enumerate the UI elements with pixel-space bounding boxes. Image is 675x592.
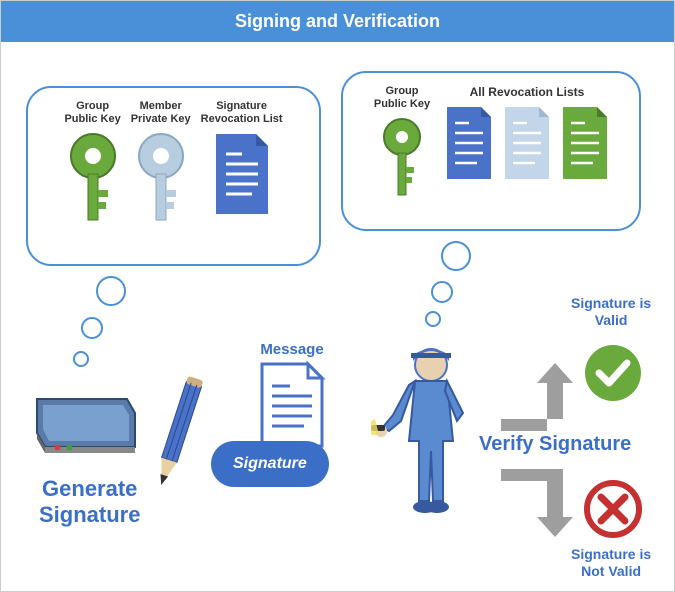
document-icon <box>501 103 553 183</box>
document-icon <box>559 103 611 183</box>
key-icon <box>67 130 119 230</box>
group-public-key-col: Group Public Key <box>64 100 120 230</box>
thought-dot-icon <box>96 276 126 306</box>
verify-group-key-label: Group Public Key <box>374 85 430 111</box>
arrow-down-icon <box>501 467 576 542</box>
arrow-up-icon <box>501 363 576 438</box>
sig-revocation-col: Signature Revocation List <box>201 100 283 218</box>
thought-dot-icon <box>425 311 441 327</box>
signature-oval: Signature <box>211 441 329 487</box>
generate-signature-label: Generate Signature <box>39 476 140 529</box>
sig-revocation-label: Signature Revocation List <box>201 100 283 126</box>
verify-inputs-bubble: Group Public Key All Revocation Lists <box>341 71 641 231</box>
header-title: Signing and Verification <box>1 1 674 42</box>
key-icon <box>378 115 426 205</box>
officer-icon <box>371 331 491 536</box>
bubble-left-row: Group Public Key Member Private Key <box>40 100 307 230</box>
group-public-key-label: Group Public Key <box>64 100 120 126</box>
member-private-key-label: Member Private Key <box>131 100 191 126</box>
x-icon <box>581 477 645 546</box>
check-icon <box>581 341 645 410</box>
document-icon <box>212 130 272 218</box>
verify-group-key-col: Group Public Key <box>371 85 433 205</box>
message-block: Message <box>256 341 328 455</box>
member-private-key-col: Member Private Key <box>131 100 191 230</box>
valid-label: Signature is Valid <box>571 295 651 329</box>
generate-inputs-bubble: Group Public Key Member Private Key <box>26 86 321 266</box>
revocation-lists-col: All Revocation Lists <box>443 85 611 183</box>
thought-dot-icon <box>441 241 471 271</box>
invalid-label: Signature is Not Valid <box>571 546 651 580</box>
bubble-right-row: Group Public Key All Revocation Lists <box>355 85 627 205</box>
key-icon <box>135 130 187 230</box>
device-icon <box>29 391 139 468</box>
diagram-container: Signing and Verification Group Public Ke… <box>0 0 675 592</box>
thought-dot-icon <box>431 281 453 303</box>
thought-dot-icon <box>81 317 103 339</box>
thought-dot-icon <box>73 351 89 367</box>
document-icon <box>256 360 328 450</box>
pencil-icon <box>141 371 211 506</box>
revocation-lists-label: All Revocation Lists <box>470 85 585 99</box>
message-label: Message <box>256 341 328 358</box>
document-icon <box>443 103 495 183</box>
